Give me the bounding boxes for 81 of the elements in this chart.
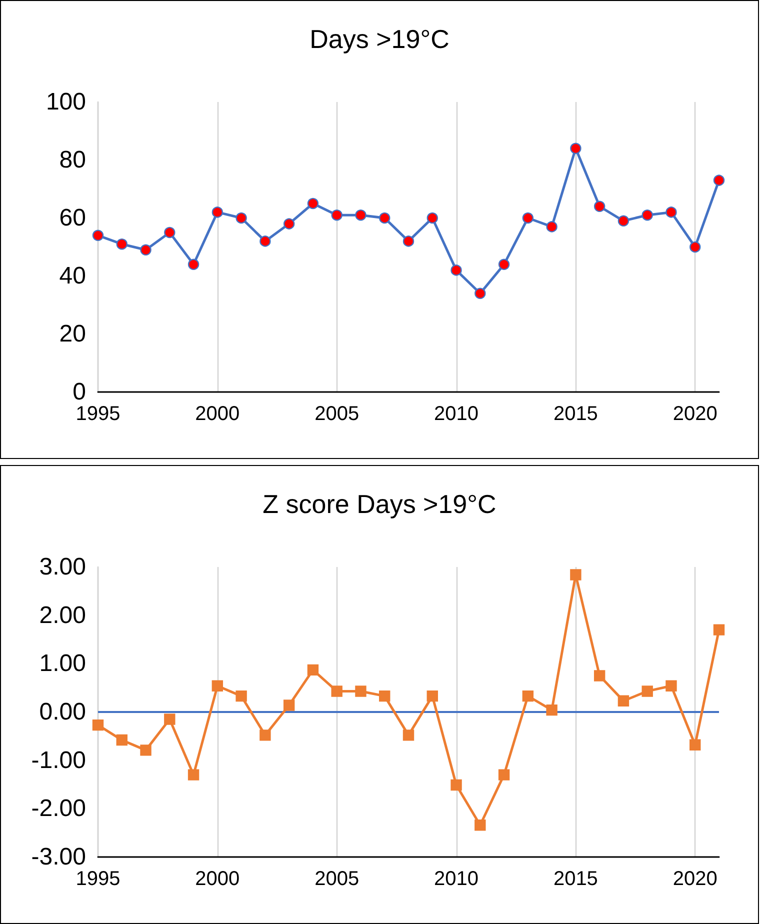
point	[690, 739, 701, 750]
point	[666, 680, 677, 692]
point	[260, 730, 271, 741]
point	[666, 206, 677, 218]
x-tick-label: 1995	[76, 403, 120, 425]
point	[426, 690, 438, 702]
point	[522, 690, 534, 702]
x-tick-label: 2020	[672, 403, 718, 425]
point	[713, 624, 725, 636]
y-tick-label: 1.00	[39, 650, 86, 678]
point	[236, 690, 247, 702]
point	[450, 779, 462, 791]
point	[116, 734, 128, 746]
point	[212, 680, 224, 692]
point	[426, 212, 438, 224]
point	[283, 218, 295, 230]
point	[474, 820, 486, 831]
point	[307, 198, 319, 210]
point	[642, 210, 653, 221]
point	[116, 238, 128, 250]
point	[188, 258, 200, 270]
point	[140, 744, 152, 756]
point	[402, 730, 414, 741]
x-tick-label: 2015	[553, 868, 598, 890]
point	[331, 686, 342, 697]
point	[164, 714, 176, 725]
point	[546, 704, 558, 716]
point	[379, 212, 390, 224]
point	[236, 212, 247, 224]
point	[690, 241, 701, 253]
point	[260, 236, 271, 247]
y-tick-label: 40	[59, 262, 86, 290]
y-tick-label: 60	[59, 204, 86, 232]
y-tick-label: 2.00	[39, 602, 86, 629]
point	[713, 174, 725, 186]
x-tick-label: 2000	[195, 868, 240, 890]
y-tick-label: 3.00	[39, 554, 86, 580]
point	[379, 690, 390, 702]
point	[331, 210, 342, 221]
x-tick-label: 2015	[553, 403, 598, 425]
x-tick-label: 2010	[434, 403, 479, 425]
y-tick-label: -2.00	[31, 795, 86, 822]
point	[92, 719, 104, 731]
point	[546, 221, 558, 232]
point	[642, 686, 653, 697]
y-tick-label: 100	[46, 88, 86, 116]
point	[355, 210, 366, 221]
point	[618, 215, 630, 226]
y-tick-label: -3.00	[31, 844, 86, 870]
point	[618, 695, 630, 706]
point	[92, 230, 104, 241]
y-tick-label: 0.00	[39, 698, 86, 726]
x-tick-label: 1995	[76, 868, 120, 890]
x-tick-label: 2005	[314, 868, 360, 890]
point	[355, 686, 366, 697]
x-tick-label: 2005	[314, 403, 360, 425]
x-tick-label: 2000	[195, 403, 240, 425]
point	[402, 236, 414, 247]
point	[212, 206, 224, 218]
point	[570, 142, 582, 154]
y-tick-label: 0	[72, 378, 86, 406]
y-tick-label: 80	[59, 146, 86, 174]
point	[283, 700, 295, 711]
point	[164, 226, 176, 238]
point	[498, 258, 510, 270]
x-tick-label: 2010	[434, 868, 479, 890]
point	[188, 769, 200, 780]
y-tick-label: 20	[59, 320, 86, 348]
x-tick-label: 2020	[672, 868, 718, 890]
point	[522, 212, 534, 224]
point	[594, 670, 606, 682]
chart-title: Z score Days >19°C	[262, 489, 496, 519]
point	[474, 288, 486, 299]
point	[570, 569, 582, 580]
point	[307, 664, 319, 676]
point	[594, 200, 606, 212]
chart-title: Days >19°C	[310, 24, 450, 54]
point	[498, 769, 510, 780]
point	[140, 244, 152, 256]
point	[450, 264, 462, 276]
y-tick-label: -1.00	[31, 746, 86, 774]
